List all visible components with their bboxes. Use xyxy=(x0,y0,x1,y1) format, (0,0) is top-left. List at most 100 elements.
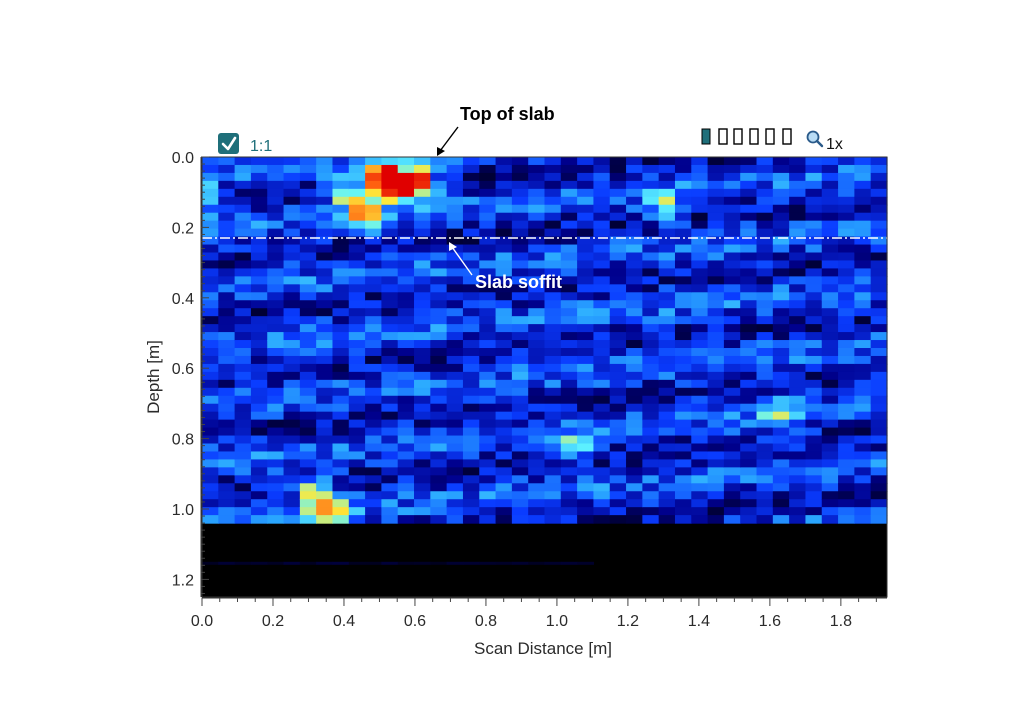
heatmap-cell xyxy=(316,355,334,365)
heatmap-cell xyxy=(332,340,350,349)
heatmap-cell xyxy=(234,244,252,254)
heatmap-cell xyxy=(250,435,268,445)
heatmap-cell xyxy=(691,507,709,516)
heatmap-cell xyxy=(511,340,529,349)
heatmap-cell xyxy=(479,363,497,373)
heatmap-cell xyxy=(740,435,758,445)
heatmap-cell xyxy=(838,515,855,524)
heatmap-cell xyxy=(642,467,660,476)
heatmap-cell xyxy=(332,427,350,437)
heatmap-cell xyxy=(430,348,448,357)
heatmap-cell xyxy=(707,348,725,357)
heatmap-cell xyxy=(789,348,807,357)
heatmap-cell xyxy=(462,300,480,309)
heatmap-cell xyxy=(707,268,725,277)
heatmap-cell xyxy=(723,260,741,270)
palette-swatch[interactable] xyxy=(718,128,728,145)
heatmap-cell xyxy=(838,284,855,293)
heatmap-cell xyxy=(202,483,219,492)
heatmap-cell xyxy=(740,355,758,365)
palette-selector[interactable] xyxy=(701,128,792,145)
heatmap-cell xyxy=(397,427,415,437)
checkbox-box[interactable] xyxy=(218,133,239,154)
heatmap-cell xyxy=(218,515,236,524)
heatmap-cell xyxy=(446,419,464,429)
heatmap-cell xyxy=(479,387,497,397)
heatmap-cell xyxy=(723,515,741,524)
heatmap-cell xyxy=(414,491,431,500)
palette-swatch-selected[interactable] xyxy=(701,128,711,145)
heatmap-cell xyxy=(544,324,562,333)
heatmap-cell xyxy=(707,363,725,373)
heatmap-cell xyxy=(414,451,431,461)
heatmap-cell xyxy=(723,284,741,293)
heatmap-cell xyxy=(544,395,562,405)
heatmap-cell xyxy=(821,164,839,174)
heatmap-cell xyxy=(218,228,236,238)
palette-swatch[interactable] xyxy=(733,128,743,145)
heatmap-cell xyxy=(854,332,872,341)
heatmap-cell xyxy=(870,459,888,468)
heatmap-cell xyxy=(283,459,301,468)
heatmap-cell xyxy=(234,483,252,492)
heatmap-cell xyxy=(283,467,301,476)
heatmap-cell xyxy=(511,196,529,206)
heatmap-cell xyxy=(544,157,562,166)
heatmap-cell xyxy=(446,260,464,270)
heatmap-cell xyxy=(821,427,839,437)
heatmap-cell xyxy=(772,292,790,301)
heatmap-cell xyxy=(414,371,431,381)
heatmap-cell xyxy=(870,443,888,453)
heatmap-cell xyxy=(495,419,513,429)
heatmap-cell xyxy=(267,236,285,246)
heatmap-cell xyxy=(674,332,692,341)
heatmap-cell xyxy=(805,196,823,206)
heatmap-cell xyxy=(642,395,660,405)
magnifier-icon[interactable] xyxy=(806,130,824,148)
heatmap-cell xyxy=(234,419,252,429)
ratio-checkbox[interactable] xyxy=(218,133,239,154)
heatmap-cell xyxy=(544,355,562,365)
heatmap-cell xyxy=(299,363,317,373)
heatmap-cell xyxy=(658,220,676,230)
heatmap-cell xyxy=(528,483,546,492)
heatmap-cell xyxy=(234,268,252,277)
heatmap-cell xyxy=(577,324,595,333)
heatmap-cell xyxy=(772,467,790,476)
heatmap-cell xyxy=(593,308,611,317)
heatmap-cell xyxy=(577,340,595,349)
heatmap-cell xyxy=(821,268,839,277)
heatmap-cell xyxy=(593,435,611,445)
heatmap-cell xyxy=(609,268,627,277)
palette-swatch[interactable] xyxy=(765,128,775,145)
heatmap-cell xyxy=(267,268,285,277)
heatmap-cell xyxy=(870,268,888,277)
heatmap-cell xyxy=(805,467,823,476)
heatmap-cell xyxy=(397,340,415,349)
heatmap-cell xyxy=(723,340,741,349)
heatmap-cell xyxy=(870,427,888,437)
heatmap-cell xyxy=(560,228,578,238)
heatmap-cell xyxy=(446,427,464,437)
heatmap-cell xyxy=(691,379,709,389)
heatmap-cell xyxy=(544,491,562,500)
heatmap-cell xyxy=(691,395,709,405)
heatmap-cell xyxy=(299,164,317,174)
heatmap-cell xyxy=(756,196,774,206)
heatmap-cell xyxy=(202,260,219,270)
heatmap-cell xyxy=(740,196,758,206)
heatmap-cell xyxy=(593,316,611,325)
heatmap-cell xyxy=(593,363,611,373)
palette-swatch[interactable] xyxy=(749,128,759,145)
heatmap-cell xyxy=(316,459,334,468)
heatmap-cell xyxy=(805,324,823,333)
heatmap-cell xyxy=(691,260,709,270)
heatmap-cell xyxy=(316,475,334,484)
heatmap-cell xyxy=(495,300,513,309)
heatmap-cell xyxy=(332,324,350,333)
heatmap-cell xyxy=(805,491,823,500)
heatmap-cell xyxy=(854,284,872,293)
heatmap-cell xyxy=(609,164,627,174)
heatmap-cell xyxy=(316,164,334,174)
palette-swatch[interactable] xyxy=(782,128,792,145)
